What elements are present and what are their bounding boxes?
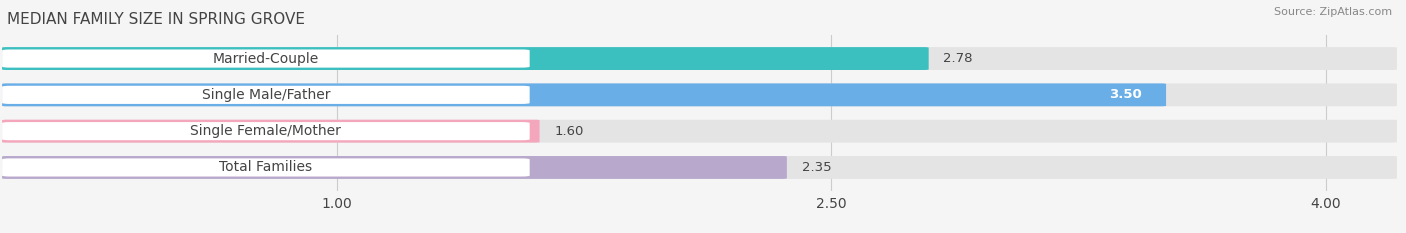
FancyBboxPatch shape bbox=[1, 120, 1398, 143]
FancyBboxPatch shape bbox=[1, 83, 1166, 106]
Text: Married-Couple: Married-Couple bbox=[212, 51, 319, 65]
Text: 2.35: 2.35 bbox=[801, 161, 831, 174]
Text: Total Families: Total Families bbox=[219, 161, 312, 175]
Text: 2.78: 2.78 bbox=[943, 52, 973, 65]
FancyBboxPatch shape bbox=[1, 120, 540, 143]
Text: Single Male/Father: Single Male/Father bbox=[201, 88, 330, 102]
FancyBboxPatch shape bbox=[1, 156, 787, 179]
FancyBboxPatch shape bbox=[1, 86, 530, 104]
FancyBboxPatch shape bbox=[1, 122, 530, 140]
FancyBboxPatch shape bbox=[1, 156, 1398, 179]
FancyBboxPatch shape bbox=[1, 49, 530, 68]
FancyBboxPatch shape bbox=[1, 158, 530, 177]
Text: MEDIAN FAMILY SIZE IN SPRING GROVE: MEDIAN FAMILY SIZE IN SPRING GROVE bbox=[7, 12, 305, 27]
FancyBboxPatch shape bbox=[1, 47, 1398, 70]
Text: Source: ZipAtlas.com: Source: ZipAtlas.com bbox=[1274, 7, 1392, 17]
FancyBboxPatch shape bbox=[1, 47, 928, 70]
Text: Single Female/Mother: Single Female/Mother bbox=[190, 124, 342, 138]
Text: 1.60: 1.60 bbox=[554, 125, 583, 138]
FancyBboxPatch shape bbox=[1, 83, 1398, 106]
Text: 3.50: 3.50 bbox=[1108, 88, 1142, 101]
